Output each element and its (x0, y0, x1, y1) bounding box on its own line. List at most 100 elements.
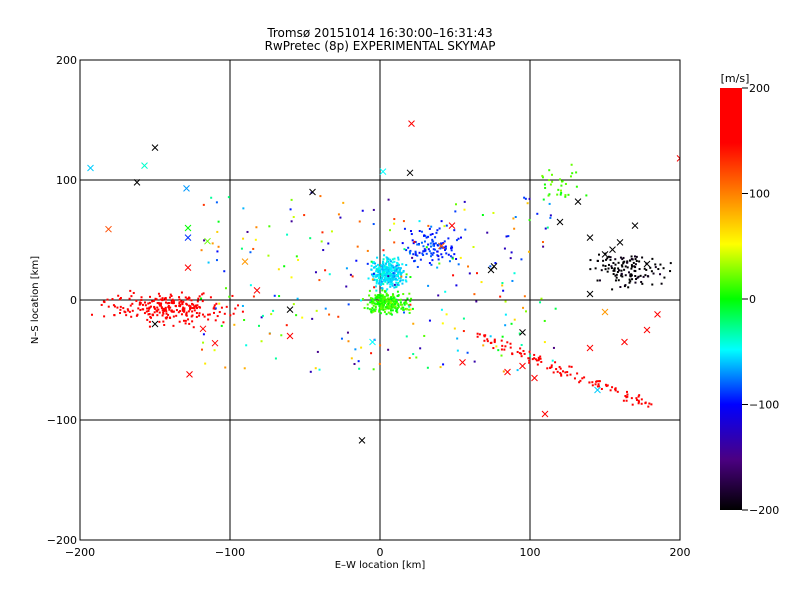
cross-marker (241, 258, 249, 265)
data-point (387, 260, 390, 263)
cross-marker (211, 339, 219, 347)
data-point (178, 298, 181, 301)
data-point (393, 257, 396, 260)
data-point (509, 342, 512, 345)
data-point (550, 366, 553, 369)
data-point (316, 350, 319, 353)
data-point (591, 381, 594, 384)
data-point (556, 370, 559, 373)
data-point (651, 257, 654, 260)
data-point (510, 322, 513, 325)
data-point (429, 245, 432, 248)
data-point (440, 242, 443, 245)
data-point (378, 282, 381, 285)
data-point (654, 266, 657, 269)
data-point (440, 308, 443, 311)
data-point (123, 310, 126, 313)
data-point (569, 175, 572, 178)
data-point (416, 254, 419, 257)
data-point (220, 324, 223, 327)
data-point (126, 308, 129, 311)
colorbar-tick-label: 200 (749, 82, 770, 95)
cross-marker (87, 164, 94, 172)
data-point (456, 337, 459, 340)
data-point (414, 253, 417, 256)
data-point (182, 306, 185, 309)
data-point (149, 305, 152, 308)
data-point (175, 309, 178, 312)
data-point (447, 253, 450, 256)
data-point (527, 250, 530, 253)
data-point (524, 197, 527, 200)
data-point (372, 272, 375, 275)
data-point (252, 295, 255, 298)
data-point (573, 377, 576, 380)
data-point (455, 239, 458, 242)
cross-marker (286, 332, 294, 340)
data-point (387, 281, 390, 284)
data-point (602, 264, 605, 267)
data-point (200, 249, 203, 252)
data-point (594, 267, 597, 270)
data-point (357, 360, 360, 363)
data-point (613, 268, 616, 271)
data-point (644, 401, 647, 404)
data-point (148, 307, 151, 310)
colorbar-tick-label: 0 (749, 293, 756, 306)
data-point (650, 270, 653, 273)
data-point (390, 263, 393, 266)
data-point (509, 346, 512, 349)
data-point (207, 261, 210, 264)
data-point (427, 243, 430, 246)
data-point (638, 394, 641, 397)
data-point (554, 307, 557, 310)
data-point (376, 280, 379, 283)
data-point (136, 313, 139, 316)
data-point (399, 277, 402, 280)
data-point (119, 308, 122, 311)
data-point (367, 277, 370, 280)
data-point (452, 274, 455, 277)
data-point (631, 265, 634, 268)
data-point (125, 314, 128, 317)
data-point (200, 297, 203, 300)
data-point (170, 300, 173, 303)
data-point (393, 286, 396, 289)
data-point (384, 300, 387, 303)
data-point (100, 303, 103, 306)
data-point (380, 297, 383, 300)
data-point (320, 240, 323, 243)
data-point (376, 295, 379, 298)
data-point (407, 246, 410, 249)
data-point (118, 298, 121, 301)
data-point (630, 273, 633, 276)
data-point (551, 359, 554, 362)
data-point (398, 298, 401, 301)
data-point (396, 290, 399, 293)
data-point (420, 230, 423, 233)
data-point (421, 252, 424, 255)
data-point (386, 299, 389, 302)
data-point (431, 233, 434, 236)
cross-marker (184, 234, 192, 241)
data-point (473, 293, 476, 296)
data-point (617, 279, 620, 282)
data-point (386, 276, 389, 279)
data-point (147, 309, 150, 312)
data-point (384, 273, 387, 276)
data-point (396, 308, 399, 311)
data-point (455, 284, 458, 287)
data-point (405, 280, 408, 283)
data-point (502, 289, 505, 292)
cross-marker (631, 222, 639, 229)
data-point (389, 285, 392, 288)
data-point (509, 257, 512, 260)
data-point (411, 239, 414, 242)
data-point (617, 261, 620, 264)
data-point (445, 252, 448, 255)
data-point (373, 302, 376, 305)
data-point (366, 262, 369, 265)
data-point (400, 271, 403, 274)
data-point (116, 306, 119, 309)
data-point (395, 274, 398, 277)
